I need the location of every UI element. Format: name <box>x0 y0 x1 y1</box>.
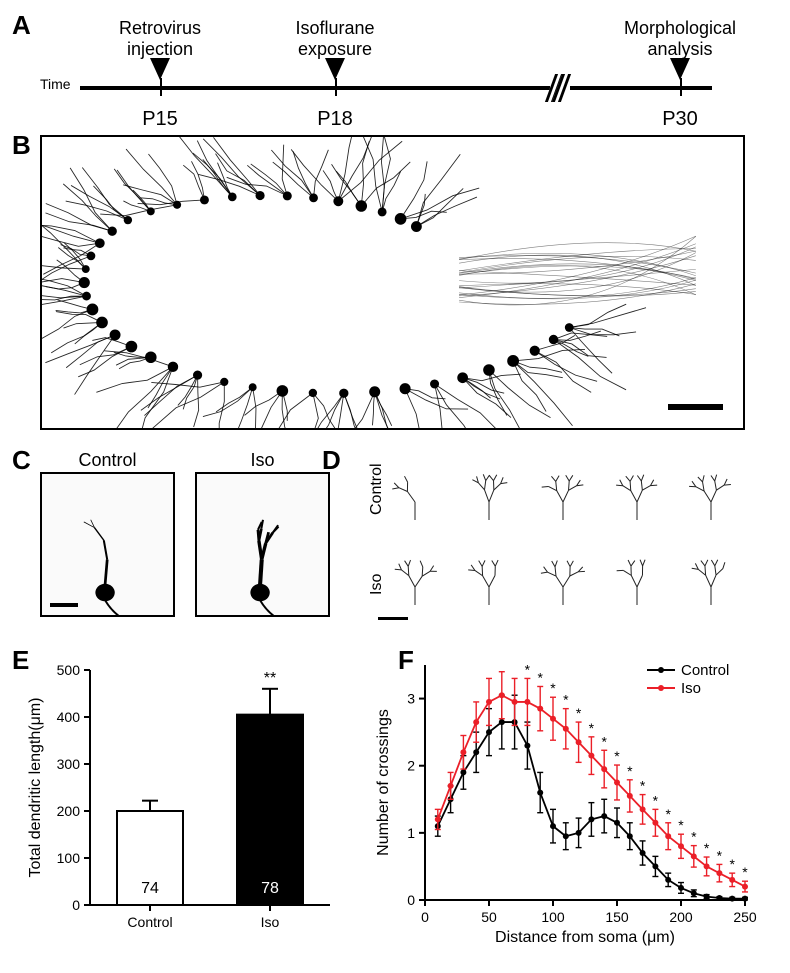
panel-label-a: A <box>12 10 31 41</box>
svg-text:78: 78 <box>261 880 279 897</box>
tracing <box>602 535 672 610</box>
svg-text:150: 150 <box>605 909 629 925</box>
svg-text:*: * <box>601 733 607 749</box>
tracing <box>380 450 450 525</box>
scalebar-b <box>668 404 723 410</box>
svg-text:250: 250 <box>733 909 757 925</box>
micrograph-svg <box>42 137 743 428</box>
svg-text:300: 300 <box>57 756 81 772</box>
svg-text:*: * <box>691 829 697 845</box>
svg-text:Total dendritic length(μm): Total dendritic length(μm) <box>27 698 44 878</box>
tracing <box>528 535 598 610</box>
svg-text:*: * <box>576 705 582 721</box>
svg-text:200: 200 <box>57 803 81 819</box>
svg-text:400: 400 <box>57 709 81 725</box>
cell-image-iso <box>195 472 330 617</box>
svg-text:*: * <box>640 778 646 794</box>
svg-text:2: 2 <box>407 758 415 774</box>
timeline-timepoint: P15 <box>130 108 190 131</box>
svg-text:50: 50 <box>481 909 497 925</box>
scalebar-c <box>50 603 78 607</box>
timeline-label: Isofluraneexposure <box>250 18 420 60</box>
svg-text:0: 0 <box>407 892 415 908</box>
svg-text:Distance from soma (μm): Distance from soma (μm) <box>495 929 675 946</box>
svg-text:*: * <box>614 748 620 764</box>
cell-image-control <box>40 472 175 617</box>
svg-text:*: * <box>550 680 556 696</box>
svg-text:200: 200 <box>669 909 693 925</box>
svg-text:*: * <box>537 669 543 685</box>
tracings-panel: Control Iso <box>350 450 750 620</box>
svg-text:Control: Control <box>681 662 729 679</box>
svg-text:0: 0 <box>72 897 80 913</box>
svg-text:100: 100 <box>541 909 565 925</box>
tracing <box>380 535 450 610</box>
svg-text:*: * <box>742 864 748 880</box>
panel-c-label-control: Control <box>40 450 175 471</box>
svg-text:**: ** <box>264 670 276 687</box>
svg-text:*: * <box>717 847 723 863</box>
svg-text:*: * <box>665 806 671 822</box>
svg-text:100: 100 <box>57 850 81 866</box>
svg-text:Iso: Iso <box>261 914 280 930</box>
svg-text:*: * <box>729 856 735 872</box>
svg-text:Iso: Iso <box>681 680 701 697</box>
tracing <box>676 535 746 610</box>
panel-label-c: C <box>12 445 31 476</box>
timeline-timepoint: P18 <box>305 108 365 131</box>
svg-text:*: * <box>704 840 710 856</box>
scalebar-d <box>378 617 408 620</box>
svg-text:*: * <box>653 792 659 808</box>
tracing <box>602 450 672 525</box>
tracing <box>454 535 524 610</box>
svg-text:*: * <box>589 720 595 736</box>
tracing <box>528 450 598 525</box>
panel-c-label-iso: Iso <box>195 450 330 471</box>
svg-text:*: * <box>563 692 569 708</box>
timeline-label: Morphologicalanalysis <box>595 18 765 60</box>
sholl-chart: 0 1 2 3 0 50 100 150 200 250 Number of crossings Di… <box>370 650 770 950</box>
svg-text:0: 0 <box>421 909 429 925</box>
timeline-panel: Time Retrovirusinjection P15 Isofluraneexp… <box>40 18 740 128</box>
timeline-label: Retrovirusinjection <box>75 18 245 60</box>
timeline-timepoint: P30 <box>650 108 710 131</box>
bar-chart: 0 100 200 300 400 500 Total dendritic length(μ… <box>20 650 340 950</box>
svg-text:500: 500 <box>57 662 81 678</box>
svg-text:74: 74 <box>141 880 159 897</box>
svg-text:Control: Control <box>127 914 172 930</box>
svg-text:1: 1 <box>407 825 415 841</box>
svg-text:*: * <box>627 763 633 779</box>
micrograph-dg <box>40 135 745 430</box>
svg-text:*: * <box>525 661 531 677</box>
svg-text:Number of crossings: Number of crossings <box>375 709 392 856</box>
timeline-time-word: Time <box>40 76 71 92</box>
svg-text:3: 3 <box>407 691 415 707</box>
tracing <box>454 450 524 525</box>
svg-text:*: * <box>678 817 684 833</box>
tracing <box>676 450 746 525</box>
panel-label-b: B <box>12 130 31 161</box>
single-cell-panel: Control Iso <box>40 450 340 620</box>
